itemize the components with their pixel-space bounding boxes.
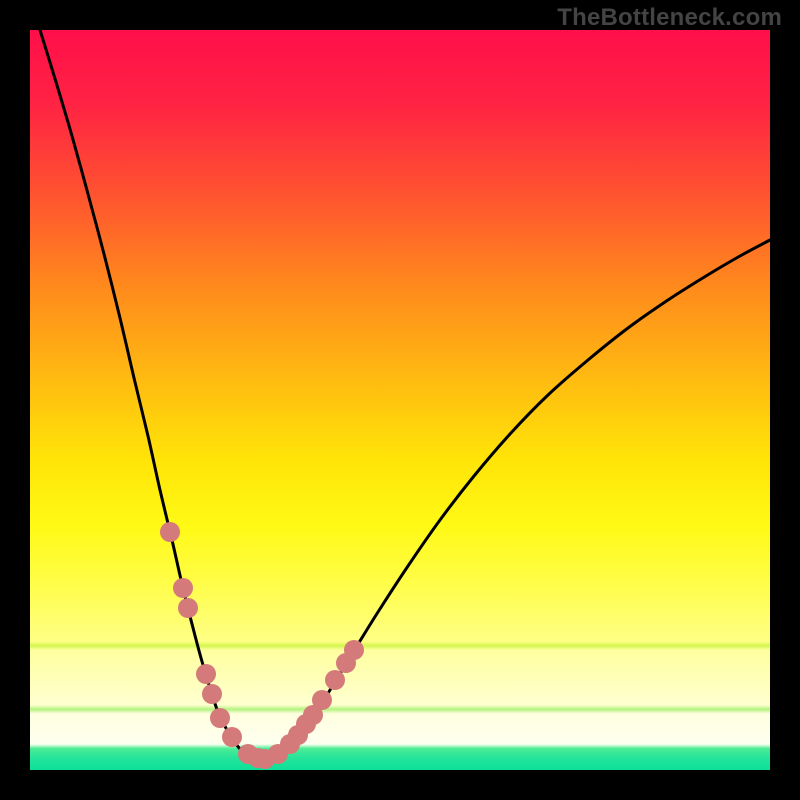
chart-container: { "image": { "width": 800, "height": 800…: [0, 0, 800, 800]
bottleneck-chart: [0, 0, 800, 800]
marker-dot: [202, 684, 222, 704]
marker-dot: [196, 664, 216, 684]
marker-dot: [325, 670, 345, 690]
marker-dot: [210, 708, 230, 728]
watermark-text: TheBottleneck.com: [557, 4, 782, 32]
marker-dot: [160, 522, 180, 542]
marker-dot: [178, 598, 198, 618]
marker-dot: [173, 578, 193, 598]
marker-dot: [222, 727, 242, 747]
marker-dot: [344, 640, 364, 660]
marker-dot: [312, 690, 332, 710]
gradient-background: [30, 30, 770, 770]
